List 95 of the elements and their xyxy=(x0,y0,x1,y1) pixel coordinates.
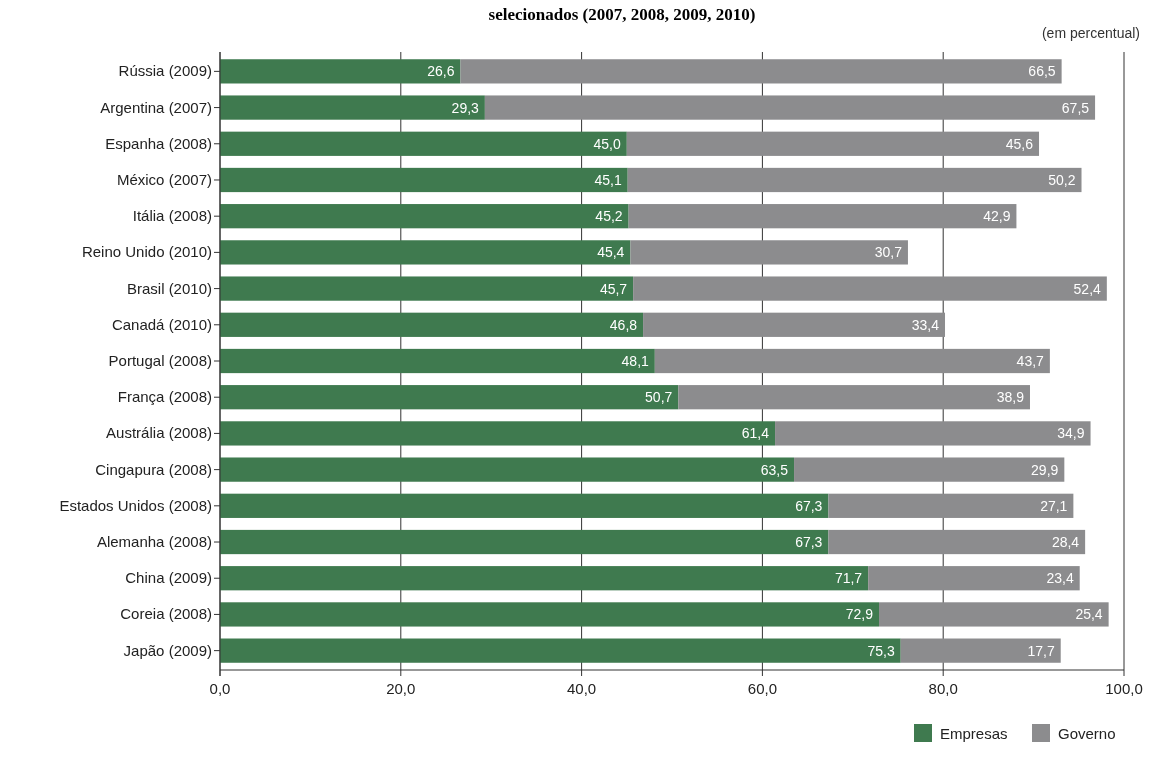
data-label: 75,3 xyxy=(867,642,895,659)
x-tick-label: 80,0 xyxy=(928,680,958,697)
y-tick-label: Alemanha (2008) xyxy=(96,533,212,551)
data-label: 43,7 xyxy=(1016,353,1045,369)
data-label: 45,6 xyxy=(1005,135,1034,152)
text: (em percentual) xyxy=(1041,25,1140,41)
bar xyxy=(220,240,631,265)
bar xyxy=(220,421,776,446)
data-label: 45,2 xyxy=(595,208,623,225)
legend-label: Empresas xyxy=(940,725,1008,742)
chart-title: selecionados (2007, 2008, 2009, 2010) xyxy=(488,5,756,24)
data-label: 45,7 xyxy=(599,280,628,297)
data-label: 34,9 xyxy=(1057,425,1085,442)
bar xyxy=(220,602,880,627)
y-tick-label: Reino Unido (2010) xyxy=(81,243,212,261)
bar xyxy=(484,95,1096,120)
data-label: 71,7 xyxy=(834,570,863,587)
y-tick-label: Canadá (2010) xyxy=(111,315,212,333)
y-tick-label: México (2007) xyxy=(116,170,212,188)
bar xyxy=(633,276,1107,301)
data-label: 61,4 xyxy=(741,425,770,442)
data-label: 45,4 xyxy=(597,244,625,261)
bar xyxy=(868,566,1080,591)
x-tick-label: 20,0 xyxy=(386,680,416,697)
bar xyxy=(678,385,1030,410)
y-tick-label: Rússia (2009) xyxy=(118,62,212,80)
bar xyxy=(220,131,627,156)
bar xyxy=(900,638,1061,663)
data-label: 45,0 xyxy=(593,135,622,152)
y-tick-label: Portugal (2008) xyxy=(108,352,212,369)
data-label: 17,7 xyxy=(1027,642,1055,659)
data-label: 29,9 xyxy=(1031,461,1059,478)
bar xyxy=(220,457,795,482)
data-label: 45,1 xyxy=(594,171,622,188)
y-tick-label: Estados Unidos (2008) xyxy=(59,496,212,514)
data-label: 38,9 xyxy=(996,389,1025,406)
bar xyxy=(828,529,1086,555)
bar xyxy=(627,167,1082,193)
data-label: 50,7 xyxy=(645,389,673,406)
y-tick-label: China (2009) xyxy=(125,569,212,587)
bar xyxy=(460,59,1062,84)
x-tick-label: 0,0 xyxy=(209,680,231,697)
data-label: 72,9 xyxy=(845,606,874,623)
bar xyxy=(626,131,1040,156)
data-label: 42,9 xyxy=(983,208,1011,225)
y-tick-label: Argentina (2007) xyxy=(100,98,212,116)
bar xyxy=(220,312,644,337)
data-label: 67,3 xyxy=(795,534,823,551)
bar xyxy=(220,385,679,410)
bar xyxy=(220,566,869,591)
data-label: 23,4 xyxy=(1046,570,1074,587)
data-label: 63,5 xyxy=(760,461,789,478)
bar xyxy=(828,493,1074,518)
data-label: 50,2 xyxy=(1048,171,1076,188)
data-label: 33,4 xyxy=(911,316,940,333)
bar xyxy=(879,602,1109,627)
data-label: 26,6 xyxy=(427,63,455,80)
y-tick-label: Brasil (2010) xyxy=(126,279,212,297)
bar xyxy=(220,95,485,120)
data-label: 28,4 xyxy=(1051,534,1080,551)
data-label: 66,5 xyxy=(1028,63,1056,80)
x-tick-label: 40,0 xyxy=(567,680,597,697)
bar xyxy=(220,529,829,555)
x-tick-label: 100,0 xyxy=(1105,680,1143,697)
data-label: 27,1 xyxy=(1040,497,1068,514)
x-tick-label: 60,0 xyxy=(747,680,777,697)
y-tick-label: Espanha (2008) xyxy=(105,134,212,152)
y-tick-label: Cingapura (2008) xyxy=(95,460,212,478)
data-label: 48,1 xyxy=(621,353,650,369)
legend-label: Governo xyxy=(1058,725,1116,742)
bar xyxy=(775,421,1091,446)
bar xyxy=(220,59,461,84)
y-tick-label: Itália (2008) xyxy=(132,207,212,225)
data-label: 29,3 xyxy=(451,99,480,116)
y-tick-label: Coreia (2008) xyxy=(120,605,212,623)
data-label: 46,8 xyxy=(609,316,638,333)
bar xyxy=(654,348,1050,374)
bar xyxy=(630,240,908,265)
data-label: 30,7 xyxy=(874,244,903,261)
bar xyxy=(220,276,634,301)
bar xyxy=(794,457,1065,482)
data-label: 25,4 xyxy=(1075,606,1103,623)
bar xyxy=(220,167,628,193)
bar xyxy=(628,204,1017,229)
data-label: 67,3 xyxy=(795,497,823,514)
bar xyxy=(220,204,629,229)
data-label: 67,5 xyxy=(1061,99,1090,116)
y-tick-label: Japão (2009) xyxy=(123,641,212,659)
bar xyxy=(220,493,829,518)
data-label: 52,4 xyxy=(1073,280,1102,297)
y-tick-label: França (2008) xyxy=(117,388,212,406)
y-tick-label: Austrália (2008) xyxy=(106,424,212,442)
bar xyxy=(643,312,946,337)
bar xyxy=(220,348,655,374)
bar xyxy=(220,638,901,663)
